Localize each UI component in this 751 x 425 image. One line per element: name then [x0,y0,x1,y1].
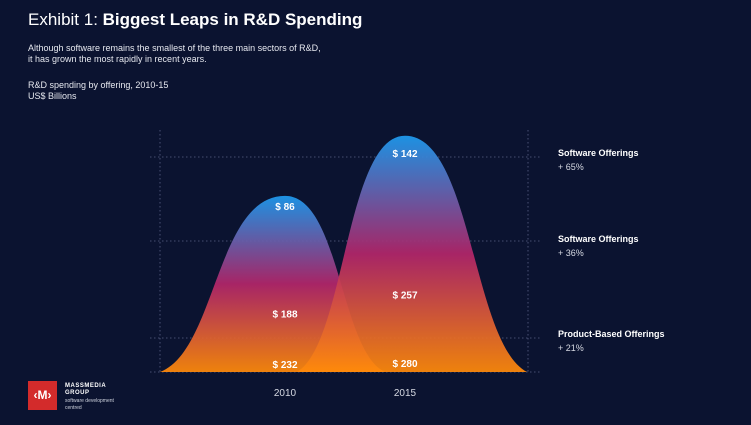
x-axis-labels: 2010 2015 [274,388,417,399]
logo-tagline-line-2: centred [65,405,82,411]
title-prefix: Exhibit 1: [28,10,103,29]
logo-mark: ‹M› [28,381,57,410]
value-label-2010-3: $ 232 [272,360,297,371]
value-label-2015-1: $ 142 [392,149,417,160]
chart-title: Exhibit 1: Biggest Leaps in R&D Spending [28,10,362,30]
legend-name: Product-Based Offerings [558,329,665,339]
logo-tagline-line-1: software development [65,398,114,404]
value-labels: $ 86 $ 188 $ 232 $ 142 $ 257 $ 280 [272,149,417,371]
legend-item-2: Software Offerings + 36% [558,232,639,260]
legend-item-1: Software Offerings + 65% [558,146,639,174]
x-tick-label-2010: 2010 [274,388,297,399]
measure-label: R&D spending by offering, 2010-15 [28,80,169,90]
area-shapes [160,135,527,372]
logo-text: MASSMEDIA GROUP software development cen… [65,383,155,411]
value-label-2010-2: $ 188 [272,309,297,320]
x-tick-label-2015: 2015 [394,388,417,399]
legend-change: + 21% [558,343,584,353]
subtitle-line-1: Although software remains the smallest o… [28,43,321,53]
area-2015 [297,135,527,372]
value-label-2010-1: $ 86 [275,202,295,213]
legend-name: Software Offerings [558,148,639,158]
legend-change: + 65% [558,162,584,172]
legend-change: + 36% [558,248,584,258]
title-main: Biggest Leaps in R&D Spending [102,10,363,29]
legend-name: Software Offerings [558,234,639,244]
value-label-2015-2: $ 257 [392,290,417,301]
logo-name-line-1: MASSMEDIA [65,383,107,389]
value-label-2015-3: $ 280 [392,359,417,370]
chart-measure: R&D spending by offering, 2010-15 US$ Bi… [28,80,168,102]
subtitle-line-2: it has grown the most rapidly in recent … [28,54,207,64]
legend-item-3: Product-Based Offerings + 21% [558,327,665,355]
chart-subtitle: Although software remains the smallest o… [28,43,388,65]
logo-name-line-2: GROUP [65,390,90,396]
unit-label: US$ Billions [28,91,77,101]
